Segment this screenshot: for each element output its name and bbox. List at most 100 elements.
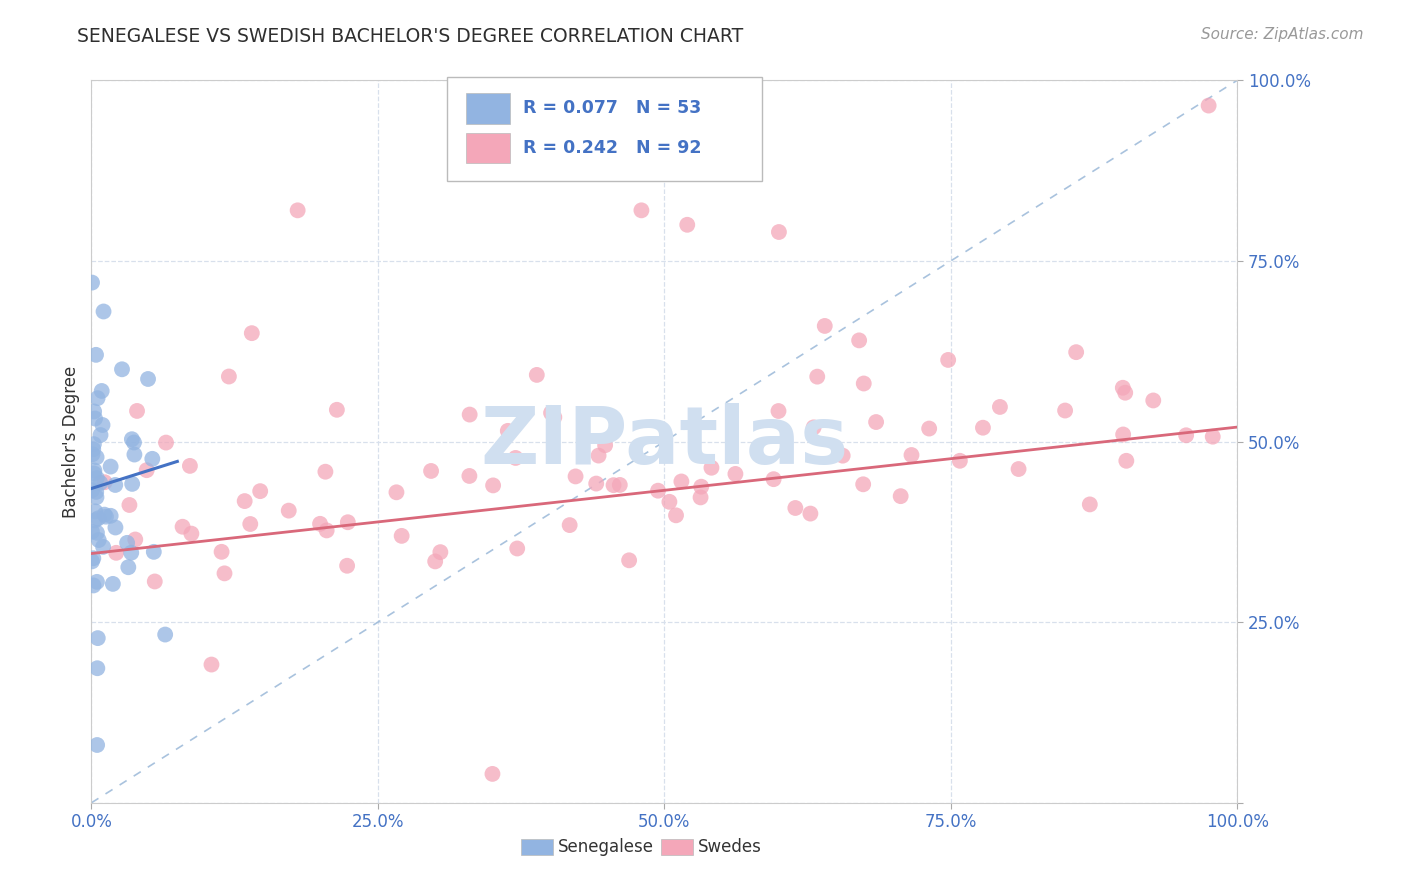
- Point: [609, 478, 631, 492]
- Point: [233, 494, 256, 508]
- Point: [80, 483, 103, 498]
- Point: [700, 460, 723, 475]
- Point: [482, 478, 505, 492]
- Point: [93, 304, 115, 318]
- Point: [84, 484, 107, 499]
- Point: [799, 507, 821, 521]
- Point: [94, 509, 117, 524]
- Point: [80, 524, 103, 539]
- Point: [1198, 98, 1220, 112]
- Point: [211, 545, 233, 559]
- Point: [100, 508, 122, 523]
- Point: [496, 424, 519, 438]
- Point: [117, 560, 139, 574]
- Point: [155, 435, 177, 450]
- Point: [115, 536, 138, 550]
- Point: [593, 438, 616, 452]
- Point: [121, 476, 143, 491]
- Point: [86, 574, 108, 589]
- Point: [505, 450, 527, 465]
- Point: [277, 503, 299, 517]
- Text: R = 0.077   N = 53: R = 0.077 N = 53: [523, 100, 702, 118]
- Point: [86, 471, 108, 485]
- Point: [89, 428, 111, 442]
- Point: [93, 475, 115, 490]
- Text: Swedes: Swedes: [697, 838, 762, 855]
- Point: [890, 489, 912, 503]
- Point: [865, 415, 887, 429]
- Point: [101, 577, 124, 591]
- Point: [86, 738, 108, 752]
- Point: [104, 478, 127, 492]
- Point: [1142, 393, 1164, 408]
- Point: [564, 469, 586, 483]
- Point: [558, 518, 581, 533]
- Point: [240, 326, 263, 340]
- Point: [218, 369, 240, 384]
- Point: [806, 369, 828, 384]
- Point: [82, 447, 104, 461]
- Point: [420, 464, 443, 478]
- Point: [86, 450, 108, 465]
- Point: [87, 631, 110, 645]
- Point: [458, 469, 481, 483]
- Point: [135, 463, 157, 477]
- Point: [180, 526, 202, 541]
- Point: [658, 495, 681, 509]
- Point: [82, 442, 104, 457]
- Point: [83, 404, 105, 418]
- FancyBboxPatch shape: [447, 77, 762, 181]
- Point: [1054, 403, 1077, 417]
- Point: [82, 551, 104, 566]
- Point: [831, 449, 853, 463]
- Point: [142, 545, 165, 559]
- Point: [86, 661, 108, 675]
- Point: [972, 420, 994, 434]
- Point: [1064, 345, 1087, 359]
- Point: [936, 353, 959, 368]
- Point: [90, 384, 112, 398]
- FancyBboxPatch shape: [522, 838, 553, 855]
- Point: [93, 508, 115, 522]
- Point: [143, 574, 166, 589]
- Point: [768, 225, 790, 239]
- Point: [385, 485, 408, 500]
- Point: [172, 520, 194, 534]
- Point: [84, 504, 107, 518]
- Text: Source: ZipAtlas.com: Source: ZipAtlas.com: [1201, 27, 1364, 42]
- Point: [100, 459, 122, 474]
- Text: R = 0.242   N = 92: R = 0.242 N = 92: [523, 139, 702, 157]
- Point: [1112, 427, 1135, 442]
- Point: [852, 376, 875, 391]
- Point: [287, 203, 309, 218]
- Point: [900, 448, 922, 462]
- Point: [506, 541, 529, 556]
- Point: [87, 511, 110, 525]
- Point: [309, 516, 332, 531]
- Y-axis label: Bachelor's Degree: Bachelor's Degree: [62, 366, 80, 517]
- Point: [249, 484, 271, 499]
- Point: [120, 546, 142, 560]
- Point: [803, 420, 825, 434]
- Point: [153, 627, 176, 641]
- Point: [429, 545, 451, 559]
- Point: [124, 448, 146, 462]
- Point: [136, 372, 159, 386]
- Point: [481, 767, 503, 781]
- Point: [602, 478, 624, 492]
- Point: [1202, 430, 1225, 444]
- Point: [91, 417, 114, 432]
- Point: [1115, 454, 1137, 468]
- Point: [785, 500, 807, 515]
- Point: [543, 410, 565, 425]
- Point: [91, 540, 114, 554]
- Point: [83, 463, 105, 477]
- Point: [1112, 381, 1135, 395]
- Point: [647, 483, 669, 498]
- Point: [82, 578, 104, 592]
- Point: [87, 533, 110, 547]
- Point: [80, 554, 103, 568]
- Point: [124, 533, 146, 547]
- Text: Senegalese: Senegalese: [558, 838, 654, 855]
- Point: [540, 406, 562, 420]
